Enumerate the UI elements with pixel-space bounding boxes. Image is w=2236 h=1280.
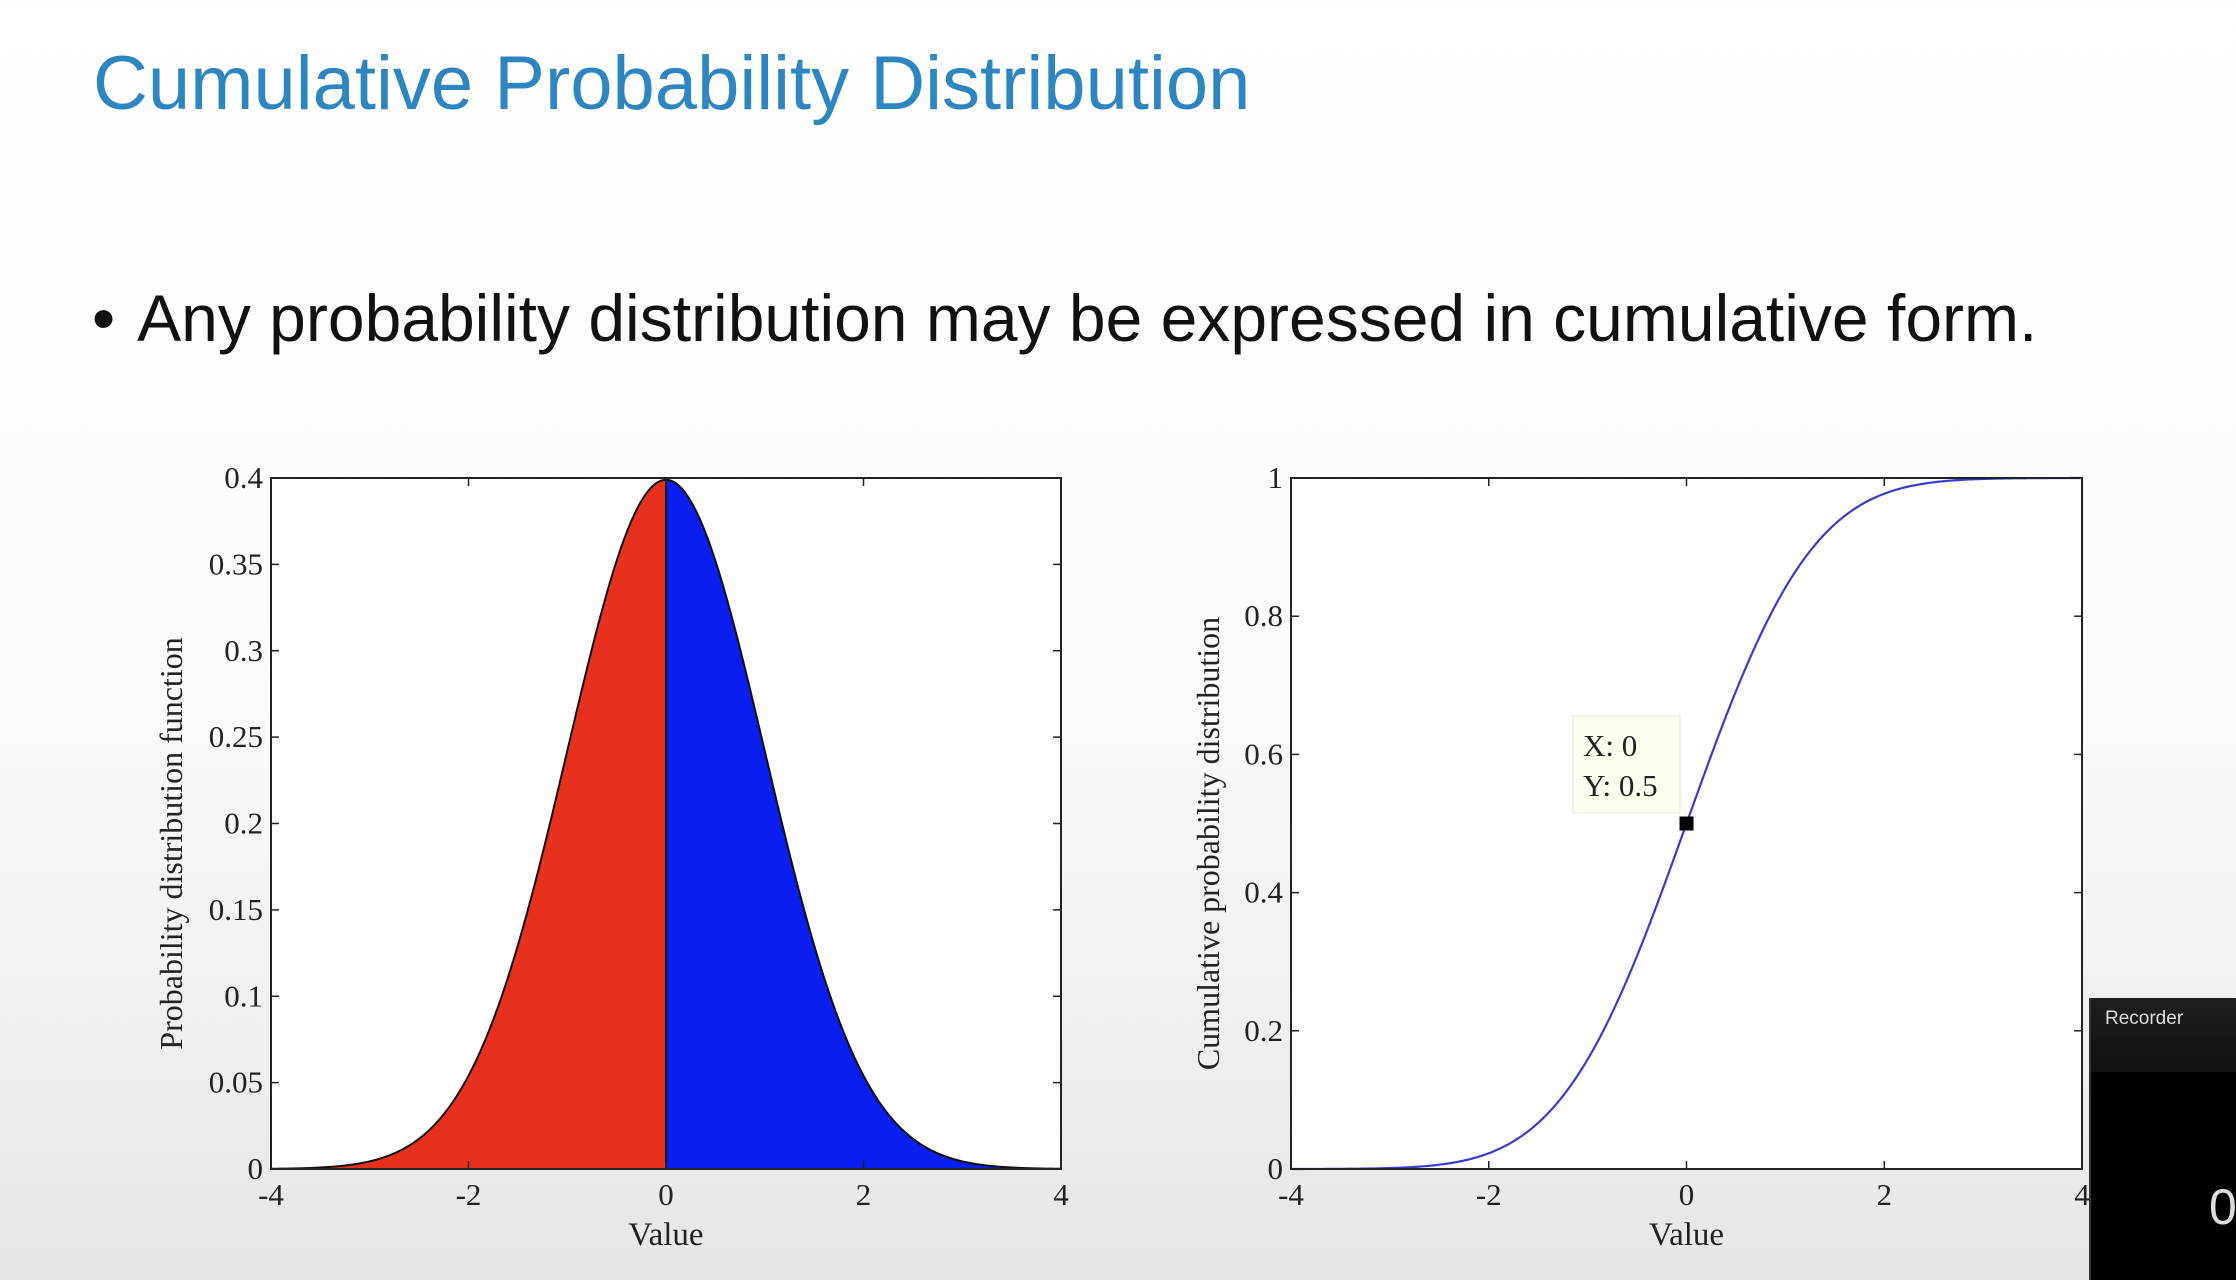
y-tick-label: 1 [1268, 460, 1284, 495]
chart-1: -4 -2 0 2 4 0 0.05 0.1 0.15 0.2 0.25 0.3 0.35 0.4 Valu… [153, 460, 1069, 1253]
area-left-of-mean [270, 478, 667, 1170]
y-tick-label: 0.1 [224, 978, 263, 1013]
x-tick-label: 4 [1053, 1177, 1069, 1212]
y-tick-label: 0.2 [224, 806, 263, 841]
recorder-time: 0 [2209, 1179, 2236, 1235]
x-tick-label: 4 [2074, 1177, 2090, 1212]
datatip-box [1572, 715, 1681, 814]
x-tick-label: 0 [658, 1177, 674, 1212]
y-tick-label: 0 [248, 1151, 264, 1186]
datatip-marker [1679, 816, 1694, 831]
y-tick-label: 0.2 [1244, 1013, 1283, 1048]
x-tick-label: -2 [1476, 1177, 1502, 1212]
x-axis-label: Value [1649, 1217, 1724, 1253]
y-axis-label: Probability distribution function [153, 637, 189, 1049]
x-tick-label: -4 [258, 1177, 284, 1212]
y-tick-label: 0.4 [224, 460, 263, 495]
recorder-title: Recorder [2091, 998, 2236, 1072]
slide-title: Cumulative Probability Distribution [93, 41, 1251, 126]
y-tick-label: 0.6 [1244, 736, 1283, 771]
x-axis-label: Value [628, 1217, 703, 1253]
y-tick-label: 0 [1268, 1151, 1284, 1186]
bullet-point: • Any probability distribution may be exp… [92, 280, 2037, 356]
x-tick-label: -2 [456, 1177, 482, 1212]
datatip-y: Y: 0.5 [1583, 768, 1658, 803]
x-tick-label: 2 [1877, 1177, 1893, 1212]
datatip-x: X: 0 [1583, 728, 1637, 763]
x-tick-label: 2 [856, 1177, 872, 1212]
area-right-of-mean [665, 478, 1062, 1170]
y-tick-label: 0.15 [209, 892, 263, 927]
y-tick-label: 0.05 [209, 1065, 263, 1100]
y-tick-label: 0.25 [209, 719, 263, 754]
y-tick-label: 0.8 [1244, 598, 1283, 633]
chart-2: X: 0 Y: 0.5 -4 -2 0 2 4 0 0.2 0.4 0.6 0.8 1 Value Cumu… [1190, 460, 2090, 1253]
recorder-panel[interactable]: Recorder 0 [2089, 998, 2236, 1280]
y-tick-label: 0.3 [224, 633, 263, 668]
y-tick-label: 0.4 [1244, 875, 1283, 910]
bullet-dot: • [92, 281, 116, 355]
y-axis-label: Cumulative probability distribution [1190, 617, 1226, 1070]
y-tick-label: 0.35 [209, 546, 263, 581]
bullet-text: Any probability distribution may be expr… [137, 281, 2038, 355]
x-tick-label: -4 [1278, 1177, 1304, 1212]
x-tick-label: 0 [1679, 1177, 1695, 1212]
